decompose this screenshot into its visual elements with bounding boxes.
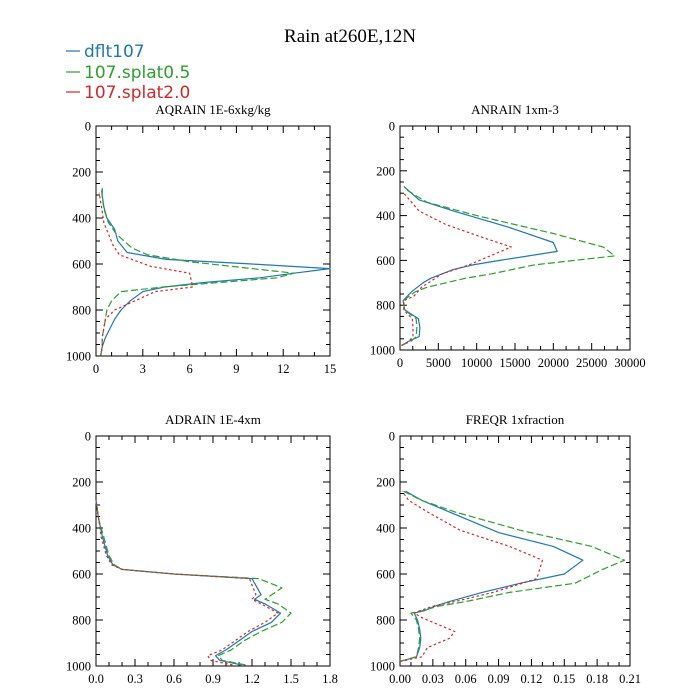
series-line-107-splat0-5 [399,490,626,662]
y-tick-label: 800 [376,299,395,313]
x-tick-label: 12 [277,362,290,376]
y-tick-label: 1000 [370,344,395,358]
y-tick-label: 400 [376,209,395,223]
y-tick-label: 600 [72,568,91,582]
y-tick-label: 800 [72,304,91,318]
series-line-107-splat0-5 [95,500,292,666]
plot-frame [95,435,331,667]
x-tick-label: 0.21 [619,672,641,686]
panels: AQRAIN 1E-6xkg/kg 0 3 6 9 12 15 0 200 400 600 800 10… [66,102,646,686]
panel-4: FREQR 1xfraction 0.00 0.03 0.06 0.09 0.12 0.15… [370,412,641,686]
figure-title: Rain at260E,12N [284,26,416,47]
x-tick-label: 0 [397,356,403,370]
y-tick-label: 600 [72,258,91,272]
y-tick-label: 1000 [370,660,395,674]
y-tick-label: 0 [85,430,91,444]
y-tick-label: 600 [376,568,395,582]
series-line-dflt107 [401,186,558,347]
x-tick-label: 15000 [499,356,530,370]
series-line-dflt107 [100,188,331,357]
x-tick-label: 0.15 [553,672,575,686]
y-tick-label: 200 [72,476,91,490]
y-tick-label: 800 [72,614,91,628]
x-tick-label: 0.03 [422,672,444,686]
y-tick-label: 1000 [66,660,91,674]
series-line-107-splat2-0 [401,192,512,347]
y-tick-label: 0 [389,120,395,134]
x-tick-label: 30000 [614,356,645,370]
x-tick-label: 9 [233,362,239,376]
y-tick-label: 0 [389,430,395,444]
legend-label-2: 107.splat0.5 [84,63,190,83]
y-tick-label: 400 [376,522,395,536]
y-tick-label: 0 [85,120,91,134]
y-tick-label: 200 [376,164,395,178]
x-tick-label: 3 [140,362,146,376]
x-tick-label: 6 [186,362,192,376]
panel-title: FREQR 1xfraction [466,412,565,427]
panel-title: ANRAIN 1xm-3 [471,102,559,117]
x-tick-label: 25000 [576,356,607,370]
series-line-107-splat2-0 [399,490,544,662]
x-tick-label: 0.06 [455,672,477,686]
y-tick-label: 1000 [66,350,91,364]
y-tick-label: 400 [72,212,91,226]
x-tick-label: 0.0 [88,672,104,686]
plot-frame [399,125,631,351]
x-tick-label: 0.18 [586,672,608,686]
x-tick-label: 0 [93,362,99,376]
series-line-dflt107 [399,490,584,662]
x-tick-label: 1.5 [283,672,299,686]
panel-3: ADRAIN 1E-4xm 0.0 0.3 0.6 0.9 1.2 1.5 1.8 0 200 40… [66,412,338,686]
x-tick-label: 0.09 [488,672,510,686]
y-tick-label: 400 [72,522,91,536]
panel-1: AQRAIN 1E-6xkg/kg 0 3 6 9 12 15 0 200 400 600 800 10… [66,102,336,376]
x-tick-label: 10000 [461,356,492,370]
x-tick-label: 0.9 [205,672,221,686]
series-line-107-splat2-0 [98,192,194,357]
series-line-107-splat0-5 [100,190,295,357]
legend-label-3: 107.splat2.0 [84,83,190,103]
plot-frame [95,125,331,357]
panel-title: AQRAIN 1E-6xkg/kg [155,102,271,117]
x-tick-label: 20000 [538,356,569,370]
panel-title: ADRAIN 1E-4xm [165,412,261,427]
x-tick-label: 0.6 [166,672,182,686]
y-tick-label: 200 [376,476,395,490]
x-tick-label: 15 [324,362,337,376]
y-tick-label: 600 [376,254,395,268]
panel-2: ANRAIN 1xm-30 5000 10000 15000 20000 25000 300… [370,102,646,370]
x-tick-label: 1.2 [244,672,260,686]
series-line-dflt107 [95,500,282,666]
y-tick-label: 200 [72,166,91,180]
x-tick-label: 0.3 [127,672,143,686]
x-tick-label: 5000 [426,356,451,370]
x-tick-label: 0.12 [520,672,542,686]
series-line-107-splat0-5 [401,188,616,347]
x-tick-label: 1.8 [322,672,338,686]
x-tick-label: 0.00 [389,672,411,686]
series-line-107-splat2-0 [95,500,279,666]
legend-label-1: dflt107 [84,42,145,62]
y-tick-label: 800 [376,614,395,628]
plot-frame [399,435,631,667]
